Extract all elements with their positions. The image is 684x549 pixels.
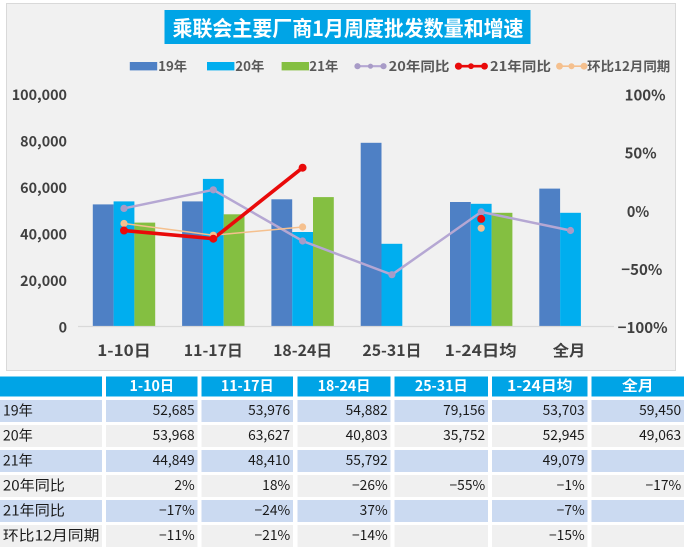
svg-text:19年: 19年 [158,56,187,75]
svg-text:53,976: 53,976 [248,399,290,419]
svg-text:49,063: 49,063 [639,424,681,444]
svg-text:1-24日均: 1-24日均 [445,339,517,361]
svg-text:20年同比: 20年同比 [389,56,450,75]
svg-text:21年同比: 21年同比 [3,501,65,521]
svg-text:−26%: −26% [352,474,388,494]
svg-text:20年: 20年 [235,56,264,75]
svg-text:25-31日: 25-31日 [362,339,421,361]
svg-text:全月: 全月 [622,375,654,396]
svg-text:100%: 100% [625,85,666,106]
svg-text:79,156: 79,156 [443,399,485,419]
svg-text:35,752: 35,752 [443,424,485,444]
svg-text:1-24日均: 1-24日均 [507,375,573,396]
svg-text:0: 0 [59,317,67,338]
svg-text:全月: 全月 [553,339,586,361]
svg-text:50%: 50% [625,143,657,164]
svg-text:40,803: 40,803 [346,424,388,444]
svg-text:0%: 0% [627,201,649,222]
svg-text:40,000: 40,000 [20,224,67,245]
svg-text:18%: 18% [262,474,290,494]
svg-text:−14%: −14% [352,524,388,544]
svg-text:−1%: −1% [557,474,585,494]
svg-text:48,410: 48,410 [248,449,290,469]
svg-text:乘联会主要厂商1月周度批发数量和增速: 乘联会主要厂商1月周度批发数量和增速 [173,13,524,43]
svg-text:11-17日: 11-17日 [221,375,274,396]
svg-text:−50%: −50% [621,259,662,280]
svg-text:2%: 2% [174,474,195,494]
svg-text:环比12月同期: 环比12月同期 [3,526,100,546]
svg-text:11-17日: 11-17日 [184,339,243,361]
svg-text:−21%: −21% [255,524,291,544]
svg-text:54,882: 54,882 [346,399,388,419]
svg-text:52,945: 52,945 [543,424,585,444]
svg-text:49,079: 49,079 [543,449,585,469]
svg-text:44,849: 44,849 [153,449,195,469]
svg-text:20年同比: 20年同比 [3,476,65,496]
svg-text:21年: 21年 [3,451,33,471]
svg-text:37%: 37% [360,499,388,519]
svg-text:−24%: −24% [255,499,291,519]
svg-text:18-24日: 18-24日 [318,375,371,396]
svg-text:18-24日: 18-24日 [273,339,332,361]
svg-text:53,703: 53,703 [543,399,585,419]
svg-text:−55%: −55% [450,474,486,494]
svg-text:20,000: 20,000 [20,270,67,291]
svg-text:52,685: 52,685 [153,399,195,419]
svg-text:−17%: −17% [646,474,682,494]
svg-text:−15%: −15% [549,524,585,544]
svg-text:25-31日: 25-31日 [415,375,468,396]
svg-text:63,627: 63,627 [248,424,290,444]
svg-text:59,450: 59,450 [639,399,681,419]
svg-text:环比12月同期: 环比12月同期 [587,56,670,75]
svg-text:1-10日: 1-10日 [97,339,151,361]
svg-text:21年: 21年 [309,56,338,75]
svg-text:53,968: 53,968 [153,424,195,444]
svg-text:60,000: 60,000 [20,177,67,198]
svg-text:21年同比: 21年同比 [490,56,551,75]
svg-text:1-10日: 1-10日 [130,375,175,396]
svg-text:−17%: −17% [159,499,195,519]
svg-text:19年: 19年 [3,401,33,421]
svg-text:55,792: 55,792 [346,449,388,469]
svg-text:80,000: 80,000 [20,130,67,151]
svg-text:−7%: −7% [557,499,585,519]
svg-text:−11%: −11% [159,524,195,544]
svg-text:100,000: 100,000 [12,84,67,105]
svg-text:20年: 20年 [3,426,33,446]
svg-text:−100%: −100% [618,317,668,338]
